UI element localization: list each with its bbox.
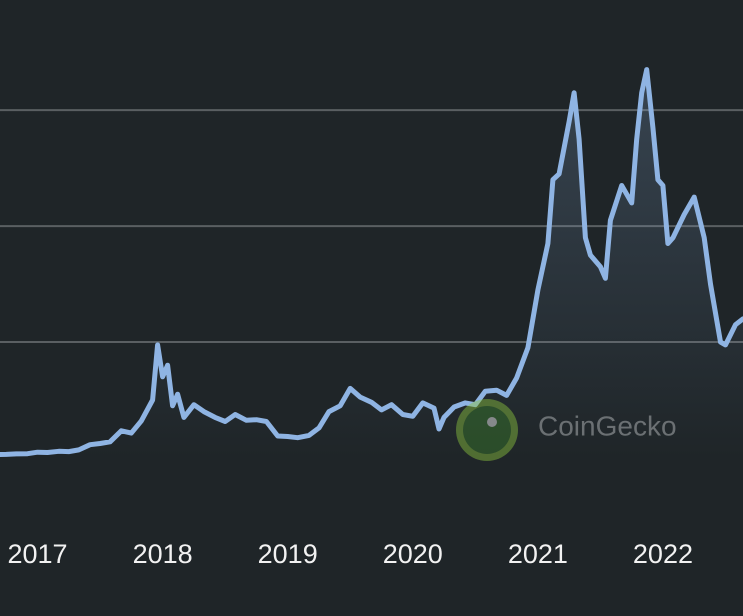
x-tick-label: 2017 (7, 539, 67, 569)
coingecko-logo (456, 399, 518, 461)
x-tick-label: 2021 (508, 539, 568, 569)
x-tick-label: 2019 (258, 539, 318, 569)
x-tick-label: 2020 (383, 539, 443, 569)
price-line (0, 67, 743, 457)
watermark: CoinGecko (538, 410, 677, 441)
x-tick-label: 2018 (133, 539, 193, 569)
x-tick-label: 2022 (633, 539, 693, 569)
area-fill (0, 69, 743, 458)
